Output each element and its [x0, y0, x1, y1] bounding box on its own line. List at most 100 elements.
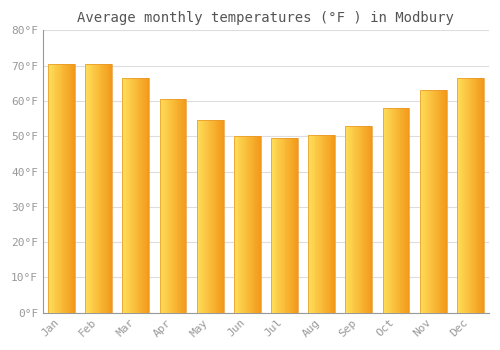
Bar: [296, 138, 297, 313]
Bar: [358, 126, 359, 313]
Bar: [321, 134, 322, 313]
Bar: [208, 120, 210, 313]
Bar: [443, 90, 444, 313]
Bar: [221, 120, 222, 313]
Bar: [471, 78, 472, 313]
Bar: [102, 64, 103, 313]
Bar: [88, 64, 89, 313]
Bar: [203, 120, 204, 313]
Bar: [470, 78, 471, 313]
Bar: [479, 78, 480, 313]
Bar: [441, 90, 442, 313]
Bar: [243, 136, 244, 313]
Bar: [222, 120, 224, 313]
Bar: [86, 64, 112, 313]
Bar: [220, 120, 221, 313]
Bar: [464, 78, 465, 313]
Bar: [238, 136, 240, 313]
Bar: [57, 64, 58, 313]
Bar: [210, 120, 211, 313]
Bar: [424, 90, 425, 313]
Bar: [346, 126, 347, 313]
Bar: [392, 108, 394, 313]
Bar: [483, 78, 484, 313]
Bar: [251, 136, 252, 313]
Bar: [434, 90, 435, 313]
Bar: [334, 134, 335, 313]
Bar: [58, 64, 59, 313]
Bar: [382, 108, 409, 313]
Bar: [175, 99, 176, 313]
Bar: [475, 78, 476, 313]
Bar: [466, 78, 468, 313]
Bar: [328, 134, 329, 313]
Bar: [481, 78, 482, 313]
Bar: [256, 136, 257, 313]
Bar: [54, 64, 56, 313]
Bar: [384, 108, 386, 313]
Bar: [351, 126, 352, 313]
Bar: [310, 134, 311, 313]
Bar: [198, 120, 200, 313]
Bar: [457, 78, 458, 313]
Bar: [100, 64, 102, 313]
Bar: [176, 99, 178, 313]
Bar: [259, 136, 260, 313]
Bar: [219, 120, 220, 313]
Bar: [273, 138, 274, 313]
Bar: [425, 90, 426, 313]
Bar: [163, 99, 164, 313]
Bar: [86, 64, 87, 313]
Bar: [309, 134, 310, 313]
Bar: [181, 99, 182, 313]
Bar: [444, 90, 446, 313]
Bar: [218, 120, 219, 313]
Bar: [386, 108, 387, 313]
Bar: [427, 90, 428, 313]
Bar: [200, 120, 202, 313]
Bar: [126, 78, 127, 313]
Bar: [428, 90, 430, 313]
Bar: [50, 64, 51, 313]
Bar: [246, 136, 248, 313]
Bar: [290, 138, 291, 313]
Bar: [435, 90, 436, 313]
Bar: [276, 138, 278, 313]
Bar: [400, 108, 402, 313]
Bar: [271, 138, 272, 313]
Bar: [60, 64, 62, 313]
Bar: [202, 120, 203, 313]
Bar: [95, 64, 96, 313]
Bar: [167, 99, 168, 313]
Bar: [282, 138, 284, 313]
Bar: [124, 78, 125, 313]
Bar: [288, 138, 289, 313]
Bar: [468, 78, 469, 313]
Bar: [440, 90, 441, 313]
Bar: [214, 120, 216, 313]
Bar: [216, 120, 218, 313]
Bar: [143, 78, 144, 313]
Bar: [463, 78, 464, 313]
Bar: [135, 78, 136, 313]
Bar: [322, 134, 324, 313]
Bar: [465, 78, 466, 313]
Bar: [432, 90, 433, 313]
Bar: [308, 134, 309, 313]
Bar: [460, 78, 462, 313]
Bar: [286, 138, 287, 313]
Bar: [174, 99, 175, 313]
Bar: [254, 136, 256, 313]
Bar: [96, 64, 97, 313]
Bar: [480, 78, 481, 313]
Bar: [433, 90, 434, 313]
Bar: [64, 64, 65, 313]
Bar: [146, 78, 148, 313]
Bar: [390, 108, 392, 313]
Bar: [128, 78, 130, 313]
Bar: [170, 99, 171, 313]
Bar: [162, 99, 163, 313]
Bar: [144, 78, 145, 313]
Bar: [48, 64, 75, 313]
Bar: [366, 126, 367, 313]
